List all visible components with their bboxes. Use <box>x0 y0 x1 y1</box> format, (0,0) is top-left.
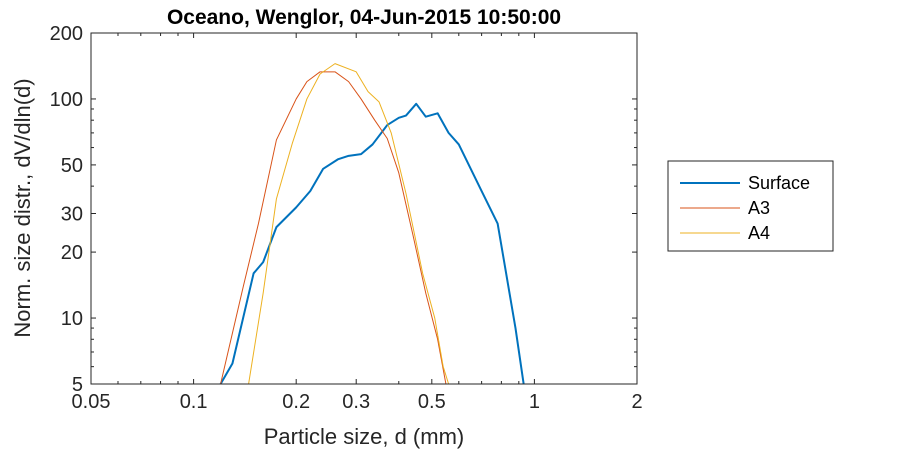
y-axis-label: Norm. size distr., dV/dln(d) <box>10 78 35 337</box>
legend: Surface A3 A4 <box>667 160 834 252</box>
legend-label-surface: Surface <box>748 173 810 193</box>
y-tick-label: 50 <box>61 155 83 177</box>
chart-title: Oceano, Wenglor, 04-Jun-2015 10:50:00 <box>167 6 561 29</box>
x-tick-label: 2 <box>631 391 642 413</box>
plot-area-frame <box>90 32 638 385</box>
tick-layer: 0.05 0.1 0.2 0.3 0.5 1 2 5 10 20 30 50 100 200 <box>50 23 643 413</box>
y-tick-label: 30 <box>61 204 83 226</box>
y-tick-label: 20 <box>61 242 83 264</box>
y-tick-label: 100 <box>50 89 83 111</box>
y-tick-label: 5 <box>72 374 83 396</box>
x-axis-label: Particle size, d (mm) <box>264 424 464 449</box>
x-tick-label: 0.5 <box>418 391 446 413</box>
legend-box <box>667 160 834 252</box>
series-line-a3 <box>220 71 447 384</box>
x-tick-label: 0.3 <box>342 391 370 413</box>
x-tick-label: 1 <box>529 391 540 413</box>
x-tick-label: 0.05 <box>72 391 111 413</box>
x-tick-label: 0.2 <box>282 391 310 413</box>
series-line-surface <box>219 102 525 384</box>
y-tick-label: 10 <box>61 308 83 330</box>
x-tick-label: 0.1 <box>180 391 208 413</box>
legend-label-a4: A4 <box>748 223 770 243</box>
legend-label-a3: A3 <box>748 198 770 218</box>
series-layer <box>219 63 525 384</box>
y-tick-label: 200 <box>50 23 83 45</box>
series-line-a4 <box>248 63 450 384</box>
